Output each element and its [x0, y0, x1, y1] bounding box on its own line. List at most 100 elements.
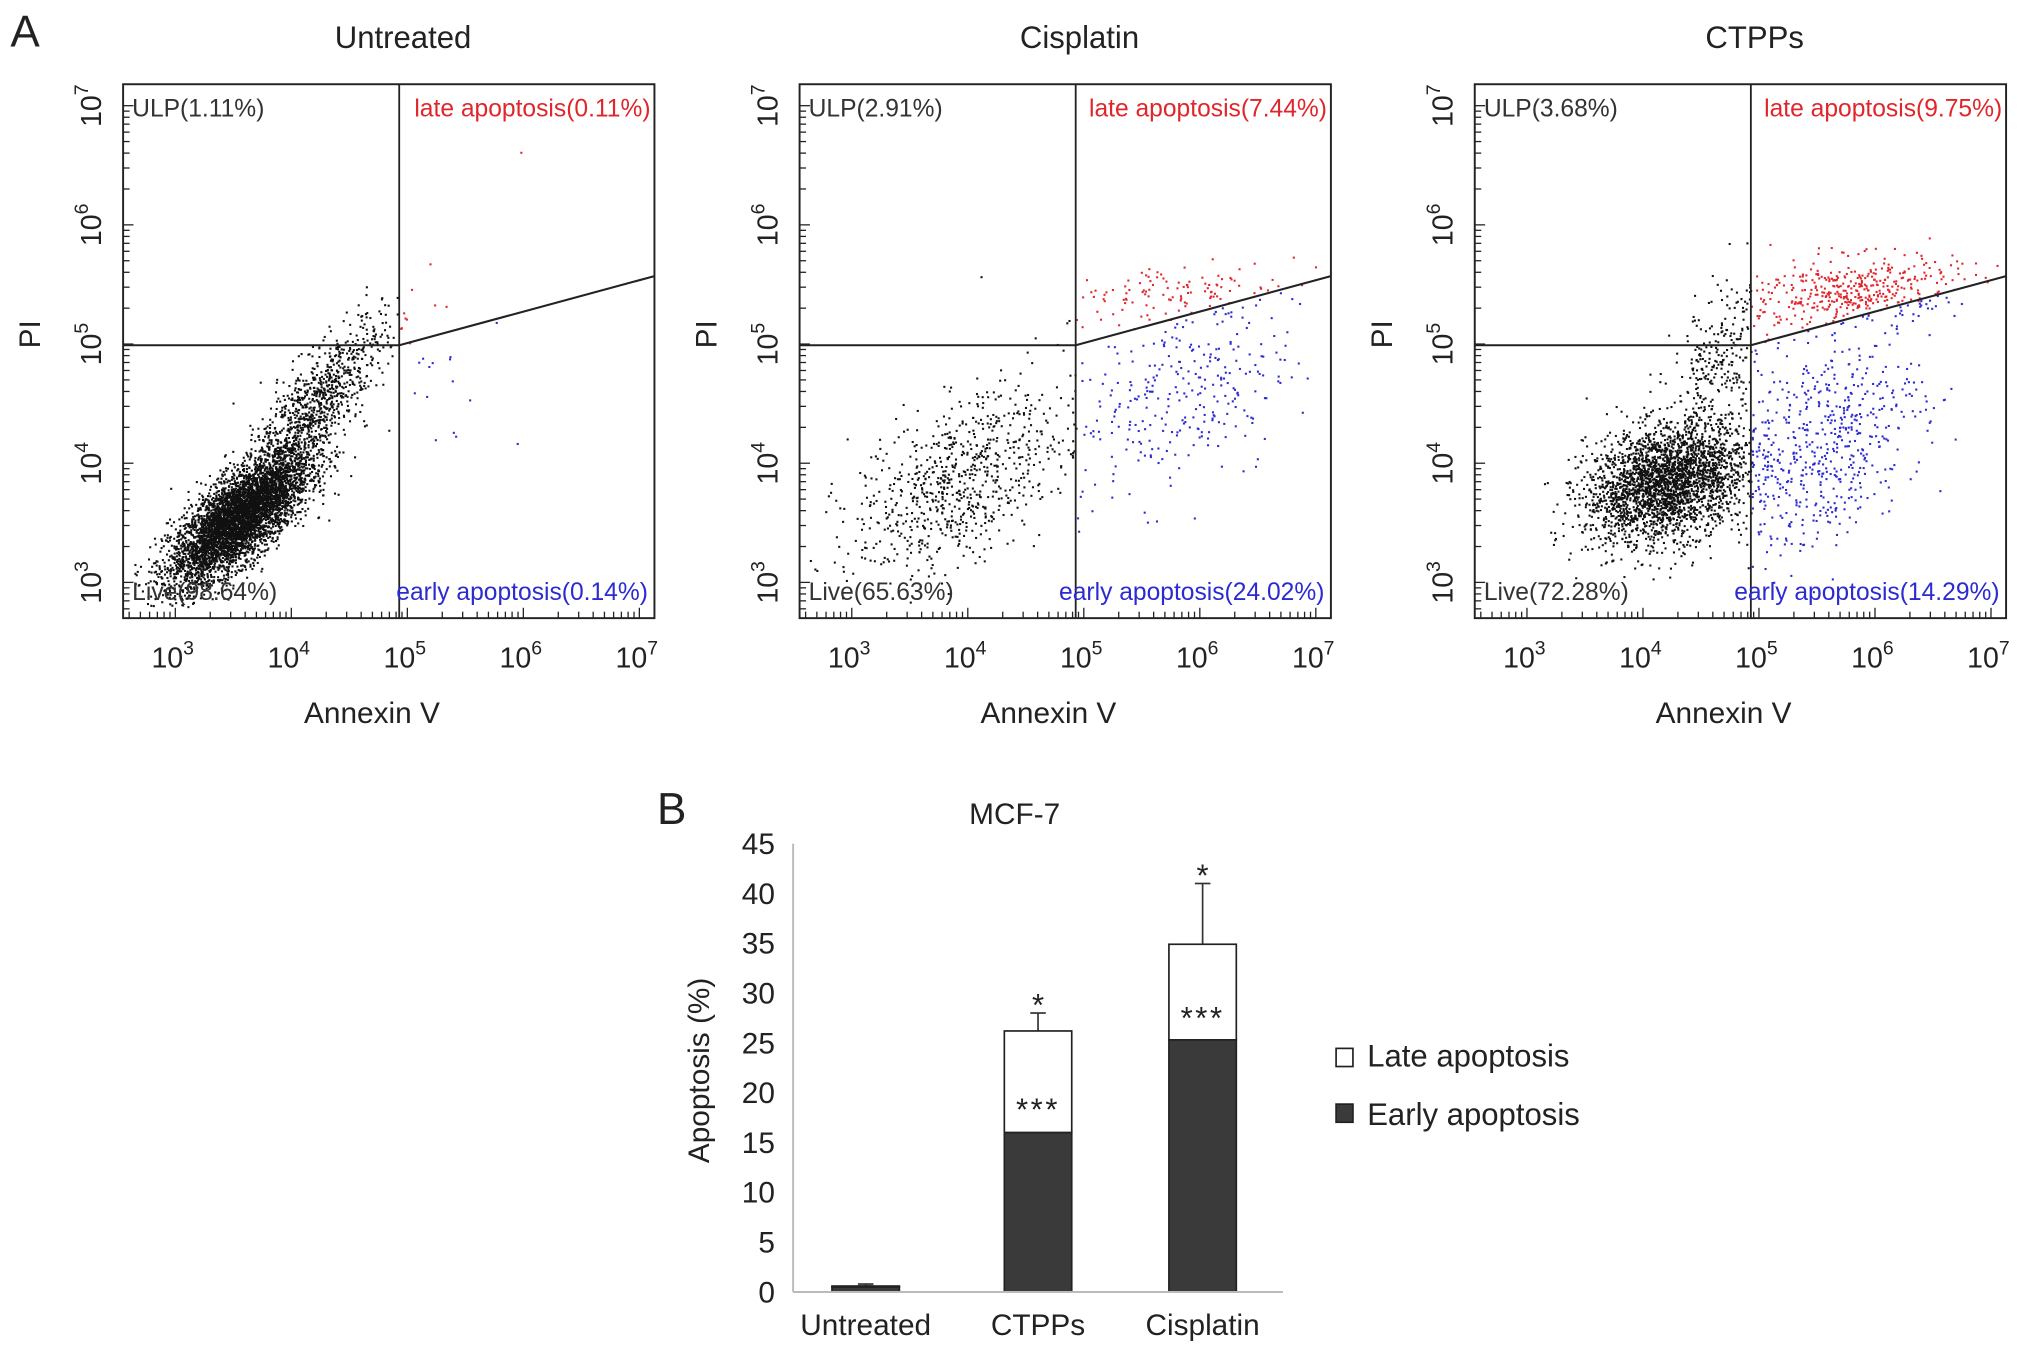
- scatter-point: [299, 499, 302, 502]
- scatter-point: [314, 435, 317, 439]
- scatter-point: [245, 550, 248, 553]
- scatter-point: [259, 538, 262, 541]
- scatter-point: [244, 542, 247, 545]
- scatter-point: [279, 475, 282, 478]
- scatter-point: [237, 509, 240, 512]
- scatter-point: [180, 595, 183, 598]
- scatter-point: [296, 476, 299, 479]
- scatter-point: [242, 539, 245, 542]
- scatter-point: [180, 547, 183, 550]
- scatter-point: [261, 474, 264, 477]
- scatter-point: [179, 531, 182, 534]
- scatter-point: [266, 484, 269, 487]
- scatter-point: [264, 519, 267, 522]
- scatter-point: [268, 509, 271, 512]
- scatter-point: [318, 470, 321, 473]
- scatter-point: [242, 506, 245, 509]
- scatter-point: [251, 504, 254, 507]
- scatter-point: [197, 574, 200, 577]
- scatter-point: [265, 506, 268, 509]
- scatter-point: [181, 536, 184, 539]
- scatter-point: [281, 494, 285, 497]
- scatter-point: [216, 517, 219, 520]
- scatter-point: [243, 544, 246, 548]
- scatter-point: [283, 457, 287, 460]
- scatter-point: [241, 547, 244, 550]
- scatter-point: [205, 528, 208, 531]
- scatter-point: [203, 552, 206, 555]
- scatter-point: [248, 466, 251, 469]
- scatter-point: [227, 555, 230, 558]
- scatter-point: [242, 521, 245, 524]
- scatter-point: [230, 530, 234, 533]
- scatter-point: [281, 464, 284, 467]
- scatter-point: [282, 497, 285, 500]
- scatter-point: [213, 543, 216, 546]
- scatter-point: [239, 490, 242, 493]
- scatter-point: [171, 587, 174, 590]
- scatter-point: [261, 532, 264, 535]
- scatter-point: [175, 571, 179, 574]
- scatter-point: [241, 480, 244, 483]
- scatter-point: [288, 480, 292, 483]
- scatter-point: [249, 484, 252, 487]
- scatter-point: [173, 547, 176, 550]
- scatter-point: [224, 500, 227, 503]
- scatter-point: [249, 528, 252, 531]
- scatter-point: [229, 535, 232, 539]
- scatter-point: [258, 515, 261, 518]
- scatter-point: [276, 523, 279, 526]
- scatter-point: [191, 579, 194, 582]
- scatter-point: [298, 489, 301, 493]
- scatter-point: [231, 534, 234, 537]
- scatter-point: [200, 503, 203, 506]
- scatter-point: [247, 478, 250, 481]
- scatter-point: [189, 573, 192, 576]
- scatter-point: [242, 485, 245, 488]
- scatter-point: [252, 495, 255, 498]
- scatter-point: [257, 458, 260, 461]
- scatter-point: [224, 537, 228, 540]
- scatter-point: [208, 511, 211, 514]
- scatter-point: [205, 506, 208, 509]
- scatter-point: [184, 532, 187, 535]
- scatter-point: [186, 591, 189, 594]
- scatter-point: [211, 528, 214, 531]
- scatter-point: [259, 472, 262, 475]
- scatter-point: [225, 517, 228, 520]
- scatter-point: [239, 483, 242, 486]
- scatter-point: [235, 484, 238, 488]
- scatter-point: [293, 480, 296, 483]
- scatter-point: [244, 484, 247, 487]
- scatter-point: [230, 491, 233, 494]
- scatter-point: [273, 474, 276, 477]
- scatter-point: [296, 428, 299, 432]
- scatter-point: [189, 531, 193, 534]
- scatter-point: [192, 518, 195, 521]
- scatter-point: [233, 511, 236, 514]
- scatter-point: [258, 463, 261, 466]
- scatter-point: [216, 504, 219, 507]
- scatter-point: [276, 477, 279, 480]
- scatter-point: [227, 570, 230, 573]
- scatter-point: [191, 512, 194, 515]
- scatter-point: [251, 514, 254, 517]
- scatter-point: [261, 542, 264, 545]
- scatter-point: [268, 495, 271, 498]
- scatter-point: [300, 431, 303, 434]
- scatter-point: [259, 479, 262, 482]
- scatter-point: [227, 598, 230, 601]
- scatter-point: [232, 514, 235, 518]
- scatter-point: [246, 576, 249, 579]
- scatter-point: [170, 487, 173, 490]
- scatter-point: [201, 521, 204, 524]
- scatter-point: [226, 561, 229, 564]
- scatter-point: [164, 539, 168, 542]
- scatter-point: [276, 446, 279, 449]
- scatter-point: [247, 530, 250, 533]
- scatter-point: [235, 503, 238, 506]
- scatter-point: [284, 455, 287, 458]
- scatter-point: [215, 558, 218, 561]
- scatter-point: [292, 465, 295, 468]
